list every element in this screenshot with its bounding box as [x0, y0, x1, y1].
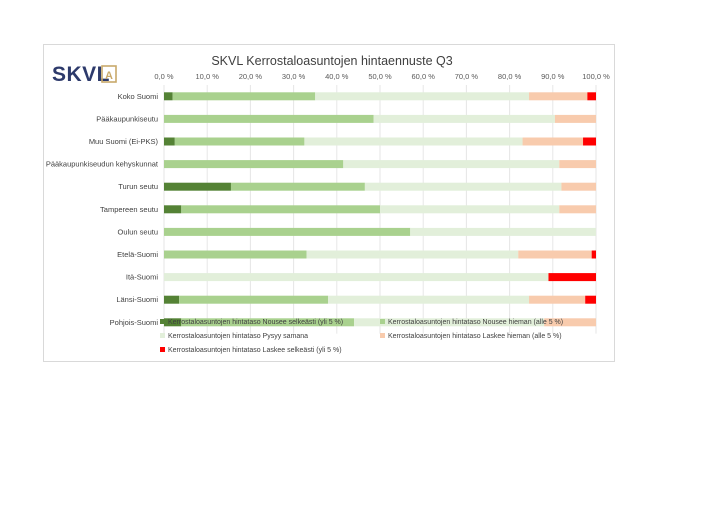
bar-segment	[591, 250, 596, 259]
logo-box	[101, 65, 117, 83]
bar-segment	[172, 92, 316, 101]
bar-segment	[529, 295, 586, 304]
bar-segment	[583, 137, 596, 146]
bar-segment	[585, 295, 596, 304]
bar-segment	[380, 205, 560, 214]
bars	[164, 92, 596, 327]
legend-label: Kerrostaloasuntojen hintataso Nousee sel…	[168, 319, 343, 326]
bar-segment	[230, 182, 365, 191]
chart-area: SKVL A SKVL Kerrostaloasuntojen hintaennu…	[43, 44, 615, 362]
bar-segment	[559, 160, 596, 169]
legend: Kerrostaloasuntojen hintataso Nousee sel…	[160, 319, 563, 354]
category-label: Tampereen seutu	[100, 205, 158, 214]
category-label: Etelä-Suomi	[117, 250, 158, 259]
bar-segment	[544, 318, 596, 327]
x-tick-label: 30,0 %	[282, 72, 306, 81]
x-axis-tick-labels: 0,0 % 10,0 % 20,0 % 30,0 % 40,0 % 50,0 % 60,0 …	[154, 72, 610, 81]
x-tick-label: 50,0 %	[368, 72, 392, 81]
x-tick-label: 90,0 %	[541, 72, 565, 81]
logo-text: SKVL	[52, 63, 110, 86]
x-tick-label: 60,0 %	[412, 72, 436, 81]
category-label: Pohjois-Suomi	[110, 318, 159, 327]
bar-segment	[164, 273, 549, 282]
y-axis-category-labels: Koko Suomi Pääkaupunkiseutu Muu Suomi (Ei-…	[46, 92, 159, 327]
bar-segment	[529, 92, 588, 101]
bar-segment	[306, 250, 519, 259]
category-label: Pääkaupunkiseudun kehyskunnat	[46, 160, 159, 169]
category-label: Länsi-Suomi	[116, 295, 158, 304]
category-label: Muu Suomi (Ei-PKS)	[89, 137, 159, 146]
legend-label: Kerrostaloasuntojen hintataso Pysyy sama…	[168, 333, 308, 340]
x-tick-label: 10,0 %	[196, 72, 220, 81]
legend-label: Kerrostaloasuntojen hintataso Laskee sel…	[168, 347, 342, 354]
legend-swatch	[160, 347, 165, 352]
bar-segment	[315, 92, 530, 101]
bar-segment	[518, 250, 592, 259]
bar-segment	[181, 205, 380, 214]
bar-segment	[164, 295, 180, 304]
bar-segment	[548, 273, 596, 282]
legend-swatch	[160, 333, 165, 338]
bar-segment	[364, 182, 562, 191]
x-tick-label: 0,0 %	[154, 72, 174, 81]
bar-segment	[328, 295, 530, 304]
bar-segment	[164, 227, 411, 236]
bar-segment	[179, 295, 329, 304]
bar-segment	[559, 205, 596, 214]
bar-segment	[587, 92, 596, 101]
bar-segment	[181, 318, 355, 327]
bar-segment	[164, 92, 173, 101]
category-label: Oulun seutu	[118, 227, 158, 236]
category-label: Koko Suomi	[118, 92, 159, 101]
bar-segment	[164, 114, 374, 123]
bar-segment	[561, 182, 596, 191]
category-label: Turun seutu	[118, 182, 158, 191]
chart-title: SKVL Kerrostaloasuntojen hintaennuste Q3	[211, 54, 452, 68]
bar-segment	[164, 318, 182, 327]
bar-segment	[554, 114, 596, 123]
bar-segment	[354, 318, 545, 327]
legend-swatch	[380, 333, 385, 338]
legend-swatch	[380, 319, 385, 324]
bar-segment	[343, 160, 560, 169]
legend-label: Kerrostaloasuntojen hintataso Laskee hie…	[388, 333, 562, 340]
bar-segment	[164, 137, 175, 146]
x-tick-label: 80,0 %	[498, 72, 522, 81]
bar-segment	[410, 227, 596, 236]
category-label: Pääkaupunkiseutu	[96, 114, 158, 123]
bar-segment	[522, 137, 584, 146]
category-label: Itä-Suomi	[126, 273, 158, 282]
bar-segment	[304, 137, 523, 146]
bar-segment	[164, 250, 307, 259]
bar-segment	[164, 160, 344, 169]
bar-segment	[164, 182, 231, 191]
x-tick-label: 100,0 %	[582, 72, 610, 81]
legend-swatch	[160, 319, 165, 324]
bar-segment	[373, 114, 555, 123]
bar-segment	[164, 205, 182, 214]
x-tick-label: 70,0 %	[455, 72, 479, 81]
logo-mark: A	[105, 70, 113, 82]
x-tick-label: 20,0 %	[239, 72, 263, 81]
bar-segment	[174, 137, 305, 146]
x-tick-label: 40,0 %	[325, 72, 349, 81]
legend-label: Kerrostaloasuntojen hintataso Nousee hie…	[388, 319, 563, 326]
